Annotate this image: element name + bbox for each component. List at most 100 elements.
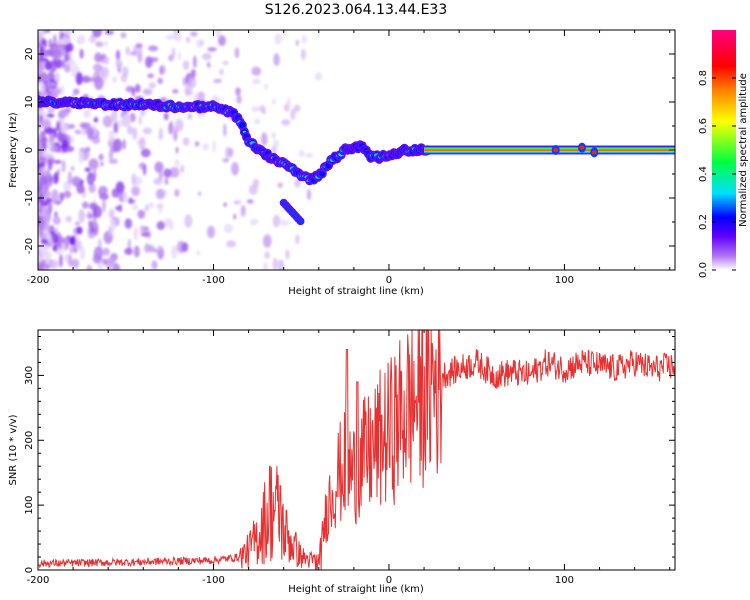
noise-blob <box>79 48 84 59</box>
noise-blob <box>156 221 166 230</box>
noise-blob <box>38 201 41 213</box>
noise-blob <box>108 208 115 219</box>
noise-blob <box>163 112 169 121</box>
noise-blob <box>54 171 59 184</box>
y-tick-label: 300 <box>24 366 35 385</box>
noise-blob <box>70 235 77 246</box>
noise-blob <box>184 83 192 96</box>
noise-blob <box>86 264 93 270</box>
noise-blob <box>138 115 142 126</box>
noise-blob <box>75 239 82 251</box>
noise-blob <box>290 108 296 121</box>
snr-frame <box>37 329 676 571</box>
noise-blob <box>234 47 240 59</box>
noise-blob <box>66 60 77 66</box>
noise-blob <box>82 201 89 209</box>
noise-blob <box>111 109 118 122</box>
colorbar-gradient <box>712 30 736 270</box>
noise-blob <box>139 225 144 234</box>
noise-blob <box>89 226 95 234</box>
noise-blob <box>132 127 138 140</box>
noise-blob <box>131 186 141 197</box>
noise-blob <box>108 225 113 237</box>
noise-blob <box>233 213 237 220</box>
noise-blob <box>144 204 149 212</box>
noise-blob <box>121 113 131 128</box>
noise-blob <box>148 45 159 52</box>
noise-blob <box>88 183 96 194</box>
noise-blob <box>207 47 217 52</box>
noise-blob <box>140 148 151 158</box>
noise-blob <box>85 146 91 152</box>
noise-blob <box>281 119 291 126</box>
noise-blob <box>52 87 62 96</box>
steady-band <box>424 149 675 151</box>
noise-blob <box>92 253 103 264</box>
y-tick-label: 100 <box>24 496 35 515</box>
noise-blob <box>65 215 72 223</box>
noise-blob <box>59 192 65 202</box>
noise-blob <box>86 77 96 82</box>
noise-blob <box>68 124 76 129</box>
snr-series-line <box>38 330 675 570</box>
noise-blob <box>95 41 104 47</box>
y-tick-label: 10 <box>24 96 35 109</box>
noise-blob <box>148 82 156 89</box>
noise-blob <box>38 109 46 118</box>
noise-blob <box>53 159 62 164</box>
noise-blob <box>134 83 141 93</box>
steady-bump-core <box>579 145 585 150</box>
noise-blob <box>164 177 169 185</box>
noise-blob <box>171 47 176 58</box>
x-tick-label: 100 <box>555 275 574 286</box>
noise-blob <box>223 124 227 129</box>
noise-blob <box>273 139 280 148</box>
noise-blob <box>272 98 276 106</box>
noise-blob <box>63 190 72 199</box>
noise-blob <box>51 234 57 241</box>
noise-blob <box>122 139 126 150</box>
noise-blob <box>174 158 180 168</box>
noise-blob <box>159 66 163 75</box>
branch-mid <box>298 218 303 224</box>
noise-blob <box>143 88 153 96</box>
noise-blob <box>38 214 42 226</box>
noise-blob <box>174 30 182 43</box>
x-tick-label: 100 <box>555 575 574 586</box>
noise-blob <box>306 188 312 201</box>
noise-blob <box>110 253 118 262</box>
noise-blob <box>74 221 81 226</box>
noise-blob <box>125 46 130 56</box>
noise-blob <box>70 166 75 171</box>
noise-blob <box>49 259 59 269</box>
noise-blob <box>219 68 224 76</box>
noise-blob <box>142 127 153 135</box>
snr-panel: -200 -100 0 100 0 100 200 300 Height of straigh… <box>8 329 676 595</box>
noise-blob <box>104 40 109 47</box>
noise-blob <box>271 132 277 139</box>
noise-blob <box>75 71 83 86</box>
noise-blob <box>71 176 82 187</box>
ridge-mid <box>239 122 246 129</box>
noise-blob <box>47 232 52 245</box>
noise-blob <box>98 153 104 161</box>
noise-blob <box>73 88 80 95</box>
noise-blob <box>87 37 98 43</box>
noise-blob <box>56 121 60 132</box>
noise-blob <box>278 259 285 270</box>
noise-blob <box>177 51 181 61</box>
colorbar-tick-label: 0.2 <box>698 214 709 230</box>
noise-blob <box>60 124 68 134</box>
noise-blob <box>300 48 306 61</box>
noise-blob <box>144 243 151 253</box>
noise-blob <box>236 95 242 104</box>
noise-blob <box>52 216 61 225</box>
noise-blob <box>124 218 133 229</box>
noise-blob <box>194 141 200 147</box>
noise-blob <box>80 128 87 136</box>
noise-blob <box>115 49 121 61</box>
noise-blob <box>262 234 272 248</box>
noise-blob <box>87 211 92 220</box>
steady-bump-core <box>591 150 597 155</box>
